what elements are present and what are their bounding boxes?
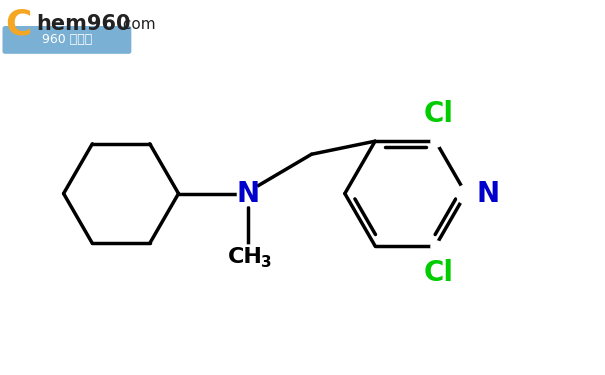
Text: Cl: Cl: [424, 100, 454, 128]
FancyBboxPatch shape: [2, 26, 131, 54]
Text: hem960: hem960: [36, 14, 131, 34]
Text: 960 化工网: 960 化工网: [42, 33, 92, 46]
Text: N: N: [477, 180, 500, 207]
Text: N: N: [237, 180, 260, 207]
Text: CH: CH: [227, 247, 263, 267]
Text: .com: .com: [118, 17, 155, 32]
Text: Cl: Cl: [424, 259, 454, 287]
Text: 3: 3: [261, 255, 272, 270]
Text: C: C: [5, 7, 31, 41]
